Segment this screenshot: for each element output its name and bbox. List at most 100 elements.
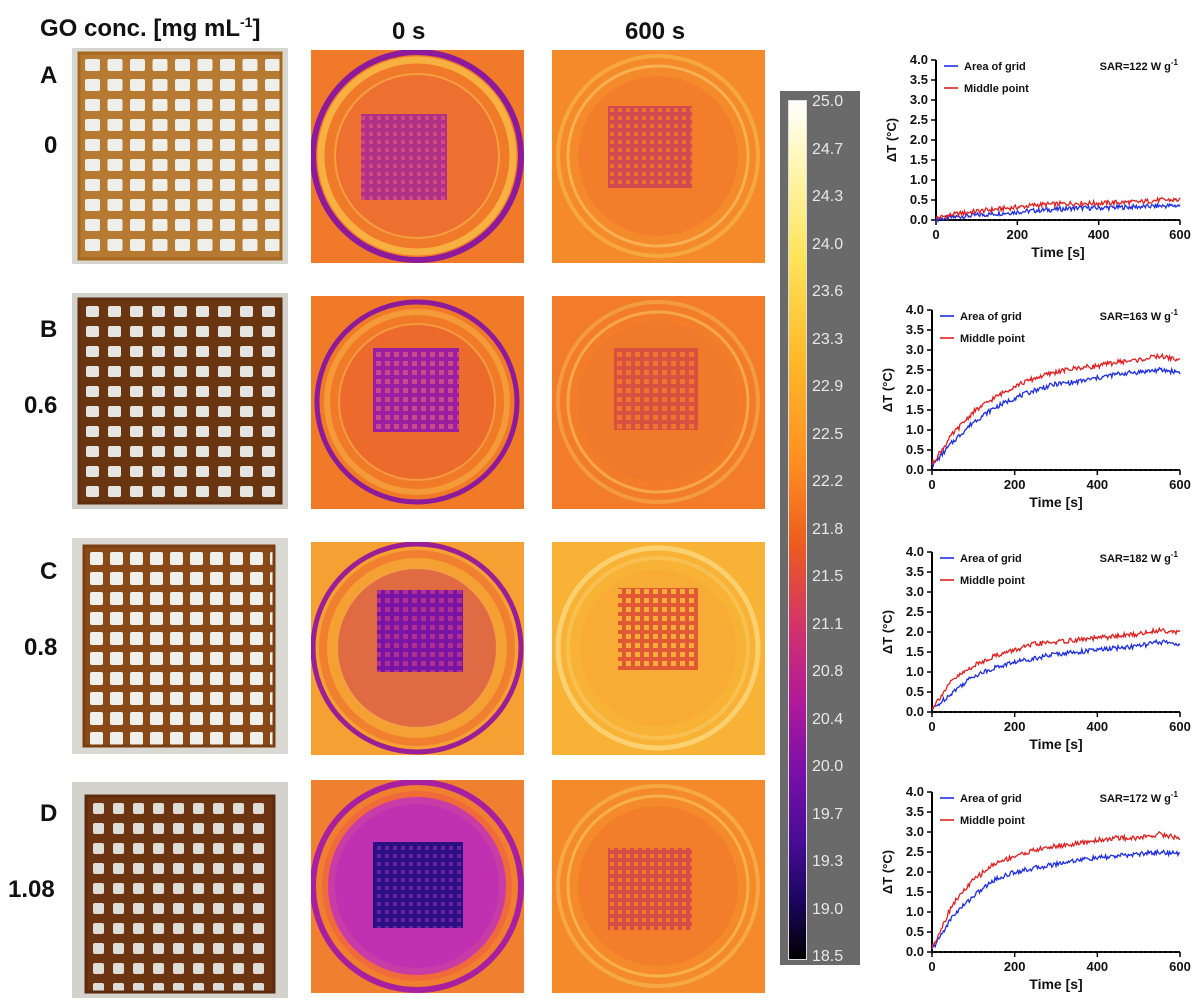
colorbar-tick-label: 22.2 (812, 473, 844, 490)
go-conc-header-bracket: ] (252, 15, 261, 42)
colorbar-tick-label: 23.6 (812, 283, 844, 300)
y-tick-label: 1.5 (906, 644, 924, 659)
y-tick-label: 2.5 (906, 604, 924, 619)
y-tick-label: 3.5 (906, 804, 924, 819)
y-tick-label: 3.5 (906, 564, 924, 579)
legend-label: Middle point (960, 575, 1025, 587)
sar-annotation-text: SAR=182 W g (1100, 553, 1171, 565)
y-tick-label: 4.0 (906, 302, 924, 317)
colorbar-tick-label: 22.9 (812, 378, 844, 395)
chart-b: 0.0 0.5 1.0 1.5 2.0 2.5 3.0 3.5 4.0 0 200 400 600 Tim… (880, 302, 1191, 510)
sar-annotation: SAR=122 W g-1 (1100, 58, 1179, 73)
x-tick-label: 400 (1086, 477, 1108, 492)
sar-annotation-text: SAR=172 W g (1100, 793, 1171, 805)
colorbar-tick-label: 24.0 (812, 235, 844, 253)
thermal-0s-d (311, 780, 524, 993)
legend-label: Middle point (960, 815, 1025, 827)
thermal-0s-b (311, 296, 524, 509)
x-axis-label: Time [s] (1029, 736, 1082, 752)
colorbar-tick-label: 19.3 (812, 853, 844, 870)
x-tick-label: 0 (928, 719, 935, 734)
x-tick-label: 200 (1004, 959, 1026, 974)
legend-label: Middle point (964, 83, 1029, 95)
x-tick-label: 400 (1086, 959, 1108, 974)
row-label-a: A (40, 62, 58, 89)
colorbar-tick-label: 18.5 (812, 948, 844, 965)
x-tick-label: 600 (1169, 477, 1191, 492)
y-tick-label: 2.0 (906, 624, 924, 639)
thermal-600s-d (552, 780, 765, 993)
colorbar-tick-label: 23.3 (812, 330, 844, 348)
thermal-0s-a (311, 50, 524, 263)
row-label-c: C (40, 558, 58, 585)
thermal-600s-b (552, 296, 765, 509)
x-axis-label: Time [s] (1029, 494, 1082, 510)
series-line-middle-point (931, 626, 1181, 710)
colorbar-tick-label: 21.5 (812, 568, 844, 585)
row-conc-b: 0.6 (24, 392, 58, 419)
x-tick-label: 400 (1088, 227, 1110, 242)
y-tick-label: 3.0 (906, 584, 924, 599)
colorbar-tick-label: 22.5 (812, 425, 844, 443)
y-tick-label: 0.0 (906, 944, 924, 959)
y-axis-label: ΔT (°C) (880, 610, 895, 654)
x-tick-label: 200 (1006, 227, 1028, 242)
series-line-middle-point (935, 195, 1181, 221)
sar-annotation-text: SAR=163 W g (1100, 311, 1171, 323)
go-conc-header-sup: -1 (240, 14, 253, 30)
colorbar-tick-label: 20.4 (812, 710, 844, 728)
go-conc-header-text: GO conc. [mg mL (40, 15, 241, 42)
series-line-middle-point (931, 352, 1181, 465)
y-tick-label: 3.0 (906, 342, 924, 357)
chart-d: 0.0 0.5 1.0 1.5 2.0 2.5 3.0 3.5 4.0 0 200 400 600 Tim… (880, 784, 1191, 992)
y-tick-label: 0.5 (906, 684, 924, 699)
sar-annotation: SAR=163 W g-1 (1100, 308, 1179, 323)
legend-label: Area of grid (960, 553, 1022, 565)
series-line-area-of-grid (931, 366, 1181, 469)
y-tick-label: 2.0 (906, 382, 924, 397)
y-tick-label: 1.0 (906, 904, 924, 919)
y-tick-label: 4.0 (910, 52, 928, 67)
x-tick-label: 600 (1169, 959, 1191, 974)
y-tick-label: 1.5 (906, 402, 924, 417)
sar-annotation: SAR=172 W g-1 (1100, 790, 1179, 805)
y-tick-label: 4.0 (906, 544, 924, 559)
y-axis-label: ΔT (°C) (880, 850, 895, 894)
x-tick-label: 0 (928, 477, 935, 492)
y-tick-label: 3.0 (906, 824, 924, 839)
x-tick-label: 200 (1004, 477, 1026, 492)
y-tick-label: 2.5 (910, 112, 928, 127)
x-tick-label: 0 (928, 959, 935, 974)
sar-annotation-sup: -1 (1171, 550, 1179, 559)
colorbar-tick-label: 19.0 (812, 900, 844, 918)
y-tick-label: 0.5 (906, 442, 924, 457)
x-axis-label: Time [s] (1029, 976, 1082, 992)
chart-a: 0.0 0.5 1.0 1.5 2.0 2.5 3.0 3.5 4.0 0 200 400 600 Tim… (884, 52, 1191, 260)
y-tick-label: 1.5 (906, 884, 924, 899)
y-tick-label: 1.0 (906, 664, 924, 679)
y-tick-label: 4.0 (906, 784, 924, 799)
y-tick-label: 0.0 (906, 704, 924, 719)
colorbar-tick-label: 20.0 (812, 758, 844, 775)
grid-photo-b (72, 293, 288, 509)
y-tick-label: 3.0 (910, 92, 928, 107)
legend-label: Area of grid (960, 311, 1022, 323)
y-tick-label: 2.0 (910, 132, 928, 147)
y-axis-label: ΔT (°C) (884, 118, 899, 162)
chart-c: 0.0 0.5 1.0 1.5 2.0 2.5 3.0 3.5 4.0 0 200 400 600 Tim… (880, 544, 1191, 752)
legend-label: Middle point (960, 333, 1025, 345)
y-tick-label: 2.5 (906, 844, 924, 859)
colorbar-tick-label: 19.7 (812, 805, 844, 823)
sar-annotation-sup: -1 (1171, 308, 1179, 317)
colorbar-tick-label: 20.8 (812, 663, 844, 680)
y-tick-label: 0.0 (906, 462, 924, 477)
x-tick-label: 600 (1169, 719, 1191, 734)
row-conc-c: 0.8 (24, 634, 58, 661)
y-tick-label: 0.5 (906, 924, 924, 939)
series-line-area-of-grid (931, 638, 1181, 711)
go-conc-header: GO conc. [mg mL-1] (40, 14, 260, 43)
sar-annotation-text: SAR=122 W g (1100, 61, 1171, 73)
grid-photo-c (72, 538, 288, 754)
colorbar-tick-label: 25.0 (812, 93, 844, 110)
colorbar-tick-label: 24.3 (812, 188, 844, 205)
